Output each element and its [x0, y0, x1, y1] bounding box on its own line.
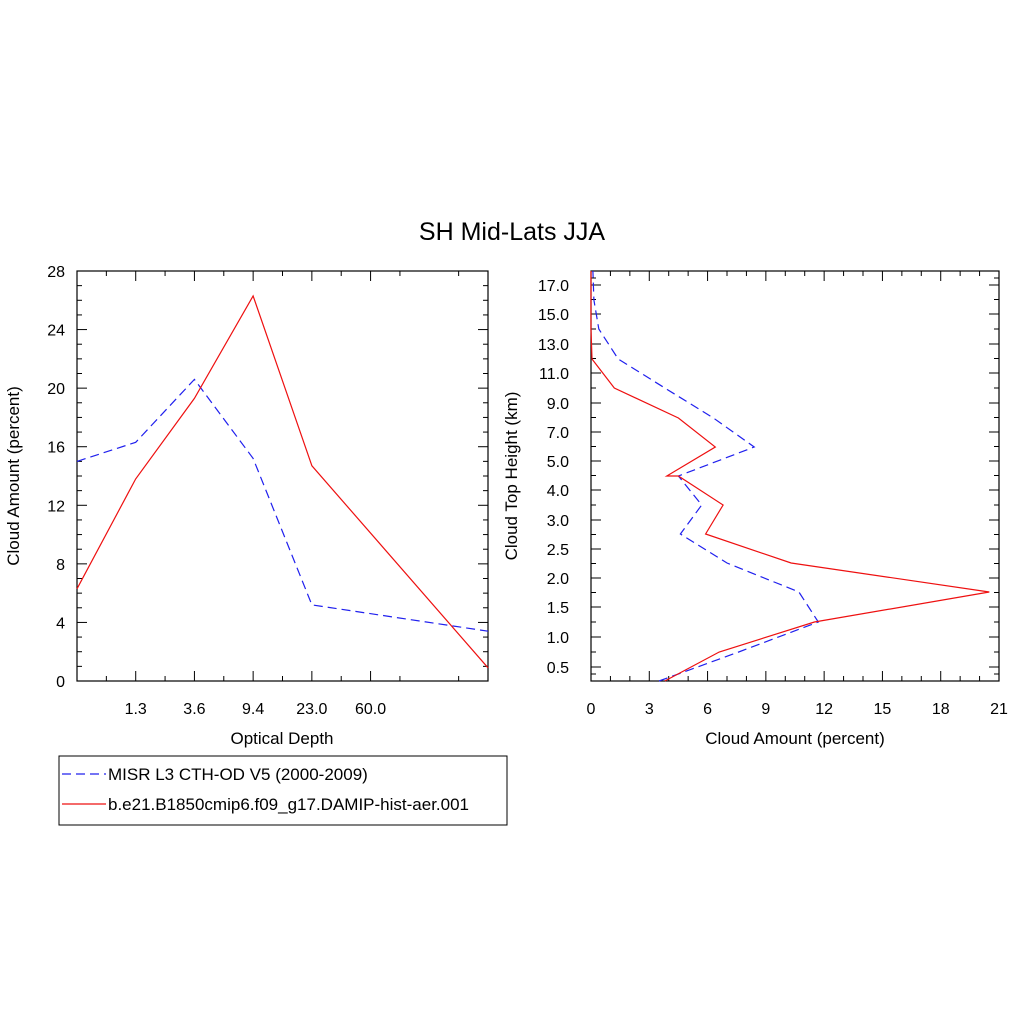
left-x-axis-label: Optical Depth [231, 729, 334, 748]
right-y-tick-label: 1.5 [547, 600, 569, 617]
left-model-line [76, 294, 489, 669]
left-obs-line [76, 378, 489, 632]
right-plot-frame [590, 270, 1000, 682]
right-y-tick-label: 9.0 [547, 396, 569, 413]
right-y-tick-label: 17.0 [538, 278, 569, 295]
right-x-tick-label: 0 [587, 701, 596, 718]
left-y-tick-labels: 0 4 8 12 16 20 24 28 [47, 264, 65, 691]
right-panel: 0 3 6 9 12 15 18 21 0.5 1.0 1.5 2.0 2.5 3.0 4.0 5.0 7.0… [502, 270, 1008, 748]
right-y-tick-label: 1.0 [547, 630, 569, 647]
figure-title: SH Mid-Lats JJA [419, 218, 605, 246]
left-axis-ticks [77, 270, 488, 682]
left-x-tick-label: 23.0 [296, 701, 327, 718]
right-x-tick-label: 12 [815, 701, 833, 718]
left-y-tick-label: 20 [47, 381, 65, 398]
right-x-tick-label: 15 [874, 701, 892, 718]
right-series-lines [590, 270, 990, 682]
left-y-tick-label: 0 [56, 674, 65, 691]
right-x-tick-label: 21 [990, 701, 1008, 718]
left-x-tick-labels: 1.3 3.6 9.4 23.0 60.0 [125, 701, 387, 718]
right-y-tick-label: 13.0 [538, 337, 569, 354]
right-y-tick-label: 0.5 [547, 660, 569, 677]
right-y-axis-label: Cloud Top Height (km) [502, 392, 521, 561]
right-x-tick-label: 18 [932, 701, 950, 718]
right-y-tick-label: 2.5 [547, 542, 569, 559]
left-series-lines [76, 294, 489, 669]
legend-model-label: b.e21.B1850cmip6.f09_g17.DAMIP-hist-aer.… [108, 795, 469, 814]
legend-box [58, 755, 508, 826]
left-y-tick-label: 4 [56, 615, 65, 632]
left-x-tick-label: 9.4 [242, 701, 264, 718]
right-x-tick-label: 3 [645, 701, 654, 718]
left-x-tick-label: 3.6 [183, 701, 205, 718]
left-plot-frame [76, 270, 489, 682]
left-y-tick-label: 28 [47, 264, 65, 281]
left-x-tick-label: 60.0 [355, 701, 386, 718]
right-x-tick-label: 6 [703, 701, 712, 718]
right-y-tick-label: 3.0 [547, 513, 569, 530]
right-y-tick-labels: 0.5 1.0 1.5 2.0 2.5 3.0 4.0 5.0 7.0 9.0 11.0 13.0 15… [538, 278, 569, 677]
right-model-line [590, 271, 990, 682]
right-y-tick-label: 5.0 [547, 454, 569, 471]
right-y-tick-label: 15.0 [538, 307, 569, 324]
left-y-tick-label: 24 [47, 323, 65, 340]
right-y-tick-label: 7.0 [547, 425, 569, 442]
legend-obs-label: MISR L3 CTH-OD V5 (2000-2009) [108, 765, 368, 784]
right-y-tick-label: 2.0 [547, 571, 569, 588]
right-axis-ticks [590, 271, 1000, 681]
right-x-tick-label: 9 [761, 701, 770, 718]
right-x-tick-labels: 0 3 6 9 12 15 18 21 [587, 701, 1008, 718]
left-x-tick-label: 1.3 [125, 701, 147, 718]
left-panel: 1.3 3.6 9.4 23.0 60.0 0 4 8 12 16 20 24 28 Optical … [4, 264, 489, 748]
left-y-tick-label: 12 [47, 498, 65, 515]
left-y-axis-label: Cloud Amount (percent) [4, 386, 23, 566]
right-x-axis-label: Cloud Amount (percent) [705, 729, 885, 748]
legend: MISR L3 CTH-OD V5 (2000-2009) b.e21.B185… [58, 755, 508, 826]
right-y-tick-label: 4.0 [547, 483, 569, 500]
left-y-tick-label: 8 [56, 557, 65, 574]
left-y-tick-label: 16 [47, 440, 65, 457]
right-obs-line [592, 270, 820, 682]
right-y-tick-label: 11.0 [539, 366, 569, 383]
